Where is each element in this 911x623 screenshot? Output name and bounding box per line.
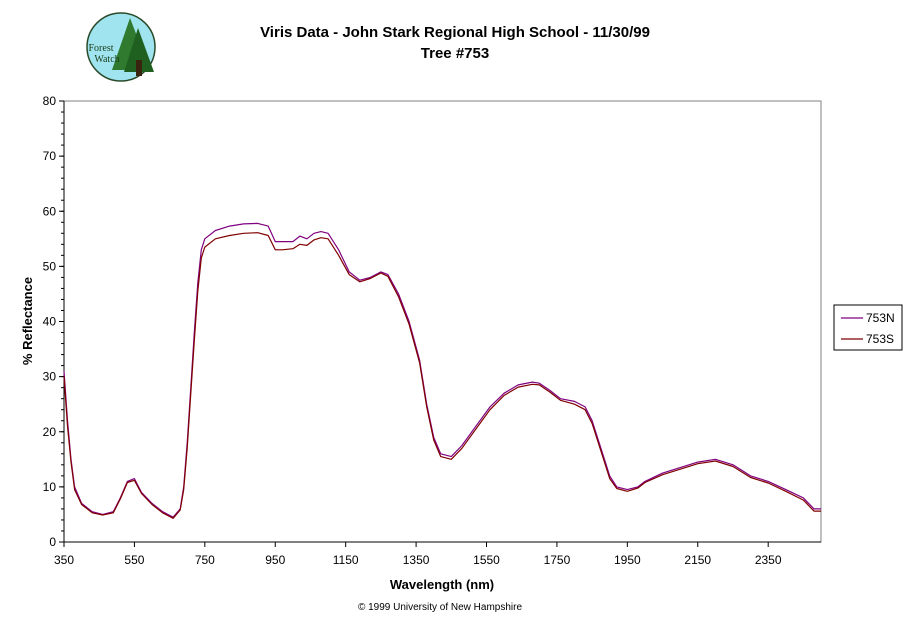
x-tick-label: 350 [54, 553, 74, 567]
axis-ticks: 350 550 750 950 1150 1350 1550 1750 1950 2150 2350… [43, 94, 782, 567]
chart-subtitle: Tree #753 [421, 45, 489, 62]
y-axis-label: % Reflectance [20, 277, 35, 365]
x-tick-label: 2150 [684, 553, 711, 567]
x-tick-label: 1150 [333, 553, 359, 567]
y-tick-label: 0 [49, 535, 56, 549]
series-line-753s [63, 232, 821, 519]
y-tick-label: 10 [43, 480, 57, 494]
x-tick-label: 1350 [403, 553, 430, 567]
x-tick-label: 550 [124, 553, 144, 567]
logo-text-line2: Watch [94, 54, 119, 65]
y-tick-label: 40 [43, 315, 57, 329]
x-tick-label: 1550 [473, 553, 500, 567]
copyright-text: © 1999 University of New Hampshire [358, 602, 523, 613]
legend-box [833, 304, 903, 351]
x-tick-label: 1950 [614, 553, 641, 567]
logo-text-line1: Forest [89, 43, 114, 54]
y-tick-label: 50 [43, 259, 57, 273]
y-tick-label: 20 [43, 425, 57, 439]
legend-label-753n: 753N [866, 311, 895, 325]
series-layer [63, 222, 821, 519]
y-tick-label: 30 [43, 370, 57, 384]
trunk-icon [136, 60, 142, 76]
y-tick-label: 70 [43, 149, 57, 163]
x-tick-label: 950 [265, 553, 285, 567]
y-tick-label: 60 [43, 204, 57, 218]
legend-label-753s: 753S [866, 332, 894, 346]
tree-icon-2 [124, 28, 154, 72]
x-tick-label: 1750 [544, 553, 571, 567]
x-axis-label: Wavelength (nm) [390, 577, 494, 592]
x-tick-label: 2350 [755, 553, 782, 567]
series-line-753n [63, 222, 821, 518]
y-tick-label: 80 [43, 94, 57, 108]
legend: 753N 753S [833, 304, 903, 351]
chart-title: Viris Data - John Stark Regional High Sc… [260, 24, 650, 41]
x-tick-label: 750 [195, 553, 215, 567]
forest-watch-logo: Forest Watch [86, 12, 156, 82]
plot-area [63, 100, 822, 543]
